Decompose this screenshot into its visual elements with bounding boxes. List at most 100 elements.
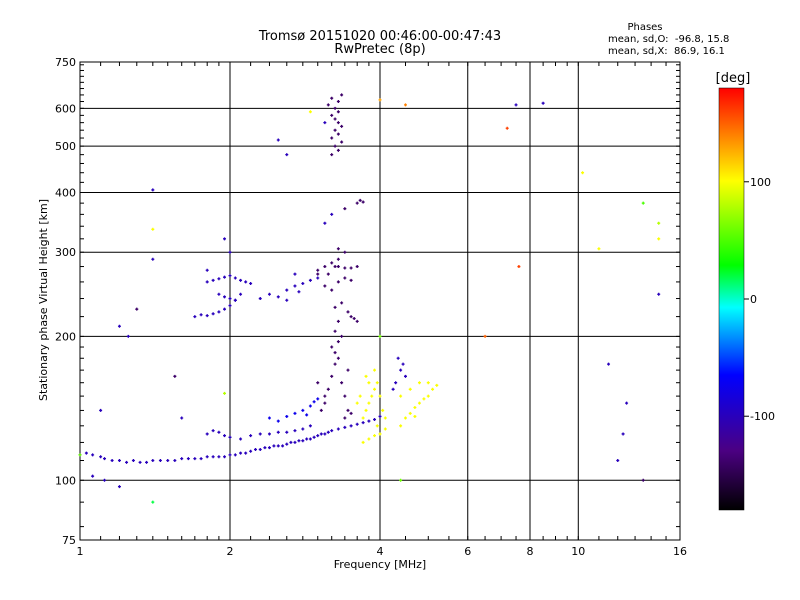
data-point [285,298,289,302]
data-point [285,430,289,434]
data-point [355,265,359,269]
data-point [333,265,337,269]
data-point [267,292,271,296]
data-point [330,96,334,100]
data-point [239,292,243,296]
data-point [103,457,107,461]
data-point [239,451,243,455]
data-point [233,298,237,302]
data-point [239,278,243,282]
data-point [340,93,344,97]
data-point [217,292,221,296]
data-point [333,329,337,333]
data-point [228,435,232,439]
data-point [180,457,184,461]
data-point [336,100,340,104]
data-point [378,394,382,398]
y-tick-labels: 75 100 200 300 400 500 600 750 [55,56,76,547]
data-points [78,93,661,504]
x-tick-label: 16 [673,545,687,558]
data-point [267,416,271,420]
data-point [336,257,340,261]
data-point [217,455,221,459]
data-point [308,278,312,282]
data-point [319,408,323,412]
data-point [403,374,407,378]
chart-subtitle: RwPretec (8p) [334,42,425,57]
data-point [84,451,88,455]
data-point [330,153,334,157]
data-point [361,421,365,425]
data-point [276,419,280,423]
data-point [383,416,387,420]
data-point [217,310,221,314]
y-tick-label: 600 [55,102,76,115]
data-point [228,250,232,254]
data-point [349,278,353,282]
data-point [249,282,253,286]
phase-legend-x-stats: mean, sd,X: 86.9, 16.1 [608,46,725,57]
data-point [323,394,327,398]
data-point [211,455,215,459]
data-point [145,460,149,464]
data-point [336,132,340,136]
data-point [233,276,237,280]
data-point [301,408,305,412]
data-point [641,478,645,482]
data-point [258,297,262,301]
data-point [211,429,215,433]
data-point [431,387,435,391]
data-point [378,98,382,102]
grid-lines [80,62,680,540]
data-point [349,315,353,319]
data-point [297,290,301,294]
data-point [301,282,305,286]
data-point [228,274,232,278]
data-point [336,280,340,284]
data-point [336,427,340,431]
data-point [239,437,243,441]
data-point [223,237,227,241]
x-tick-label: 2 [227,545,234,558]
data-point [375,424,379,428]
data-point [657,237,661,241]
data-point [343,416,347,420]
phase-legend-heading: Phases [627,22,662,33]
data-point [336,247,340,251]
data-point [408,387,412,391]
data-point [373,387,377,391]
minor-ticks [80,62,680,540]
data-point [381,408,385,412]
data-point [340,124,344,128]
x-tick-label: 4 [377,545,384,558]
data-point [228,304,232,308]
data-point [403,416,407,420]
data-point [607,362,611,366]
data-point [297,439,301,443]
data-point [223,295,227,299]
data-point [403,103,407,107]
data-point [367,419,371,423]
data-point [293,440,297,444]
data-point [336,265,340,269]
data-point [346,310,350,314]
data-point [199,457,203,461]
data-point [616,458,620,462]
data-point [173,458,177,462]
data-point [399,478,403,482]
data-point [358,394,362,398]
data-point [399,368,403,372]
data-point [249,449,253,453]
data-point [228,297,232,301]
data-point [305,413,309,417]
data-point [312,400,316,404]
data-point [349,424,353,428]
data-point [285,288,289,292]
data-point [417,381,421,385]
x-tick-labels: 1 2 4 6 8 10 16 [77,545,688,558]
y-tick-label: 200 [55,330,76,343]
data-point [205,280,209,284]
data-point [217,277,221,281]
data-point [364,374,368,378]
